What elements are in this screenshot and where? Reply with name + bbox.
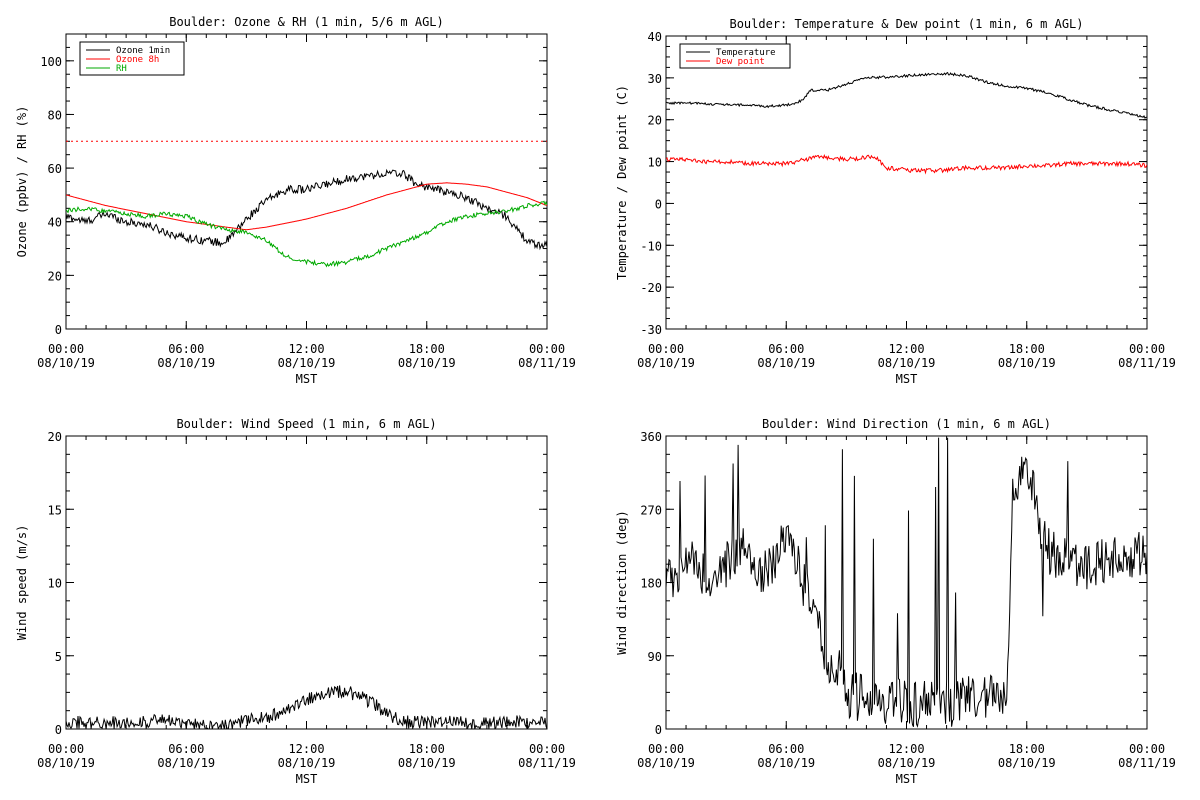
y-tick-label: 20 <box>48 269 62 283</box>
x-tick-date-label: 08/10/19 <box>878 356 936 370</box>
legend-label: Ozone 1min <box>116 46 170 56</box>
x-tick-date-label: 08/10/19 <box>157 756 215 770</box>
x-axis-label: MST <box>896 372 918 386</box>
y-axis-label: Temperature / Dew point (C) <box>615 85 629 280</box>
chart-title: Boulder: Wind Direction (1 min, 6 m AGL) <box>762 417 1051 431</box>
x-tick-date-label: 08/10/19 <box>637 756 695 770</box>
legend-label: Temperature <box>716 48 776 58</box>
y-tick-label: 0 <box>55 723 62 737</box>
legend-label: Ozone 8h <box>116 55 159 65</box>
x-tick-time-label: 06:00 <box>168 342 204 356</box>
x-tick-date-label: 08/10/19 <box>998 356 1056 370</box>
x-tick-time-label: 18:00 <box>1009 342 1045 356</box>
y-tick-label: 0 <box>655 723 662 737</box>
x-tick-time-label: 00:00 <box>529 742 565 756</box>
y-axis-label: Ozone (ppbv) / RH (%) <box>15 106 29 258</box>
chart-title: Boulder: Wind Speed (1 min, 6 m AGL) <box>176 417 436 431</box>
x-tick-date-label: 08/11/19 <box>518 756 576 770</box>
x-tick-date-label: 08/11/19 <box>1118 356 1176 370</box>
chart-panel-1: Boulder: Temperature & Dew point (1 min,… <box>615 17 1176 386</box>
x-tick-time-label: 06:00 <box>168 742 204 756</box>
plot-frame <box>65 33 548 330</box>
x-tick-time-label: 12:00 <box>888 742 924 756</box>
x-tick-date-label: 08/10/19 <box>637 356 695 370</box>
series-line-1 <box>66 182 547 231</box>
x-tick-date-label: 08/10/19 <box>398 756 456 770</box>
x-tick-time-label: 00:00 <box>648 342 684 356</box>
x-tick-time-label: 12:00 <box>288 342 324 356</box>
chart-panel-3: Boulder: Wind Direction (1 min, 6 m AGL)… <box>615 417 1176 786</box>
x-tick-time-label: 18:00 <box>409 342 445 356</box>
series-line-0 <box>66 685 547 729</box>
series-line-0 <box>666 71 1147 119</box>
x-tick-time-label: 00:00 <box>1129 742 1165 756</box>
y-tick-label: 270 <box>640 503 662 517</box>
x-tick-time-label: 00:00 <box>1129 342 1165 356</box>
x-tick-date-label: 08/10/19 <box>398 356 456 370</box>
chart-title: Boulder: Temperature & Dew point (1 min,… <box>729 17 1083 31</box>
x-tick-date-label: 08/10/19 <box>998 756 1056 770</box>
y-tick-label: 80 <box>48 108 62 122</box>
x-tick-date-label: 08/10/19 <box>37 756 95 770</box>
x-tick-date-label: 08/10/19 <box>37 356 95 370</box>
y-tick-label: 10 <box>648 156 662 170</box>
y-tick-label: 40 <box>648 30 662 44</box>
y-tick-label: 0 <box>655 197 662 211</box>
legend-box <box>679 43 791 69</box>
y-tick-label: 90 <box>648 650 662 664</box>
x-tick-date-label: 08/10/19 <box>878 756 936 770</box>
chart-title: Boulder: Ozone & RH (1 min, 5/6 m AGL) <box>169 15 444 29</box>
y-tick-label: -20 <box>640 281 662 295</box>
y-tick-label: 20 <box>48 430 62 444</box>
y-tick-label: 15 <box>48 503 62 517</box>
chart-panel-2: Boulder: Wind Speed (1 min, 6 m AGL) 0 5 10… <box>15 417 576 786</box>
x-tick-date-label: 08/11/19 <box>518 356 576 370</box>
legend-label: RH <box>116 64 127 74</box>
x-tick-time-label: 18:00 <box>1009 742 1045 756</box>
x-axis-label: MST <box>896 772 918 786</box>
y-tick-label: -10 <box>640 239 662 253</box>
chart-panel-0: Boulder: Ozone & RH (1 min, 5/6 m AGL) 0 2… <box>15 15 576 386</box>
x-tick-date-label: 08/11/19 <box>1118 756 1176 770</box>
x-tick-time-label: 12:00 <box>288 742 324 756</box>
y-tick-label: 60 <box>48 162 62 176</box>
x-tick-time-label: 00:00 <box>48 742 84 756</box>
series-line-2 <box>66 200 547 268</box>
y-tick-label: 360 <box>640 430 662 444</box>
x-tick-time-label: 00:00 <box>529 342 565 356</box>
x-tick-time-label: 00:00 <box>48 342 84 356</box>
x-axis-label: MST <box>296 372 318 386</box>
x-tick-date-label: 08/10/19 <box>278 356 336 370</box>
y-tick-label: 30 <box>648 72 662 86</box>
x-tick-time-label: 12:00 <box>888 342 924 356</box>
x-tick-date-label: 08/10/19 <box>157 356 215 370</box>
series-line-0 <box>66 168 547 251</box>
plot-frame <box>665 35 1148 330</box>
y-tick-label: 40 <box>48 216 62 230</box>
x-tick-time-label: 18:00 <box>409 742 445 756</box>
x-tick-date-label: 08/10/19 <box>757 756 815 770</box>
series-line-1 <box>666 154 1147 175</box>
x-tick-date-label: 08/10/19 <box>757 356 815 370</box>
x-tick-time-label: 06:00 <box>768 742 804 756</box>
y-axis-label: Wind speed (m/s) <box>15 525 29 641</box>
y-tick-label: -30 <box>640 323 662 337</box>
y-tick-label: 0 <box>55 323 62 337</box>
series-line-0 <box>666 437 1147 728</box>
y-tick-label: 10 <box>48 577 62 591</box>
x-tick-time-label: 00:00 <box>648 742 684 756</box>
y-tick-label: 100 <box>40 55 62 69</box>
x-tick-date-label: 08/10/19 <box>278 756 336 770</box>
y-tick-label: 5 <box>55 650 62 664</box>
y-tick-label: 180 <box>640 577 662 591</box>
x-tick-time-label: 06:00 <box>768 342 804 356</box>
y-tick-label: 20 <box>648 114 662 128</box>
plot-frame <box>65 435 548 730</box>
x-axis-label: MST <box>296 772 318 786</box>
y-axis-label: Wind direction (deg) <box>615 510 629 655</box>
legend-label: Dew point <box>716 57 765 67</box>
